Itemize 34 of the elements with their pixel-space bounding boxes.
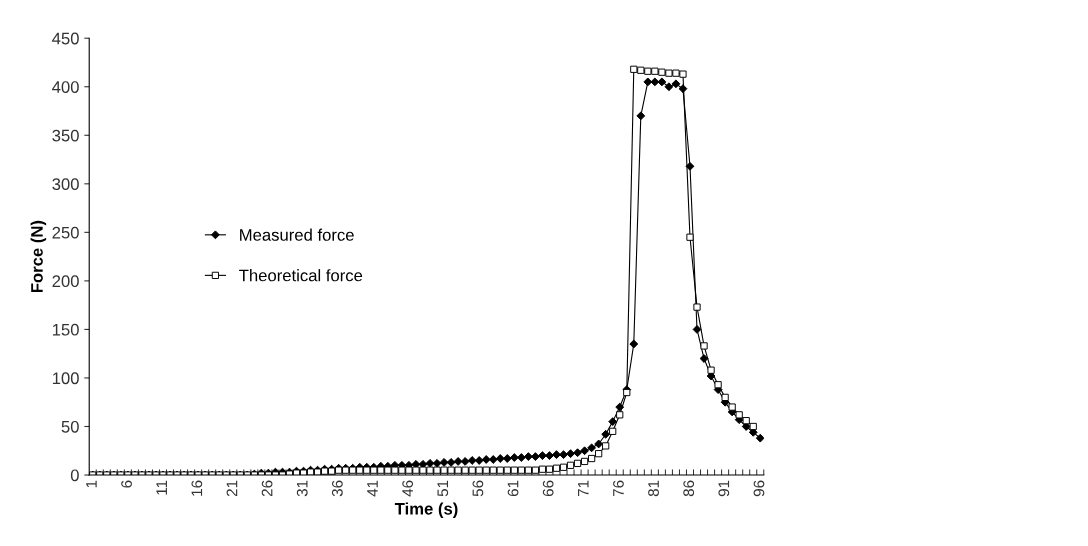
x-tick-label: 96: [753, 480, 765, 497]
y-tick-label: 300: [52, 178, 79, 191]
x-tick-label: 46: [402, 480, 414, 497]
x-tick-label: 6: [121, 480, 132, 488]
y-tick-label: 100: [52, 372, 79, 385]
x-tick-label: 81: [648, 480, 659, 497]
x-tick-label: 11: [156, 480, 167, 495]
x-tick-label: 66: [542, 480, 554, 497]
y-tick-label: 450: [52, 32, 79, 45]
x-tick-label: 1: [86, 480, 97, 488]
x-tick-label: 56: [472, 480, 484, 497]
x-tick-label: 41: [367, 480, 378, 497]
legend-label: Theoretical force: [239, 269, 363, 282]
x-tick-label: 26: [261, 480, 273, 497]
y-tick-label: 50: [61, 420, 79, 433]
y-tick-label: 0: [70, 469, 79, 482]
legend-label: Measured force: [240, 228, 354, 241]
x-tick-label: 86: [683, 480, 695, 497]
x-tick-label: 31: [296, 480, 308, 497]
x-tick-label: 76: [613, 480, 624, 497]
y-axis-title: Force (N): [30, 220, 47, 293]
x-tick-label: 91: [718, 480, 730, 497]
x-tick-label: 51: [437, 480, 449, 497]
x-tick-label: 61: [507, 480, 519, 497]
y-tick-label: 250: [52, 226, 79, 239]
x-axis-title: Time (s): [394, 502, 458, 518]
y-tick-label: 200: [52, 275, 79, 288]
x-tick-label: 36: [331, 480, 343, 497]
x-tick-label: 21: [226, 480, 238, 497]
y-tick-label: 400: [52, 81, 79, 93]
x-tick-label: 71: [578, 480, 589, 497]
x-tick-label: 16: [191, 480, 203, 496]
y-tick-label: 150: [52, 323, 79, 336]
y-tick-label: 350: [52, 129, 79, 142]
